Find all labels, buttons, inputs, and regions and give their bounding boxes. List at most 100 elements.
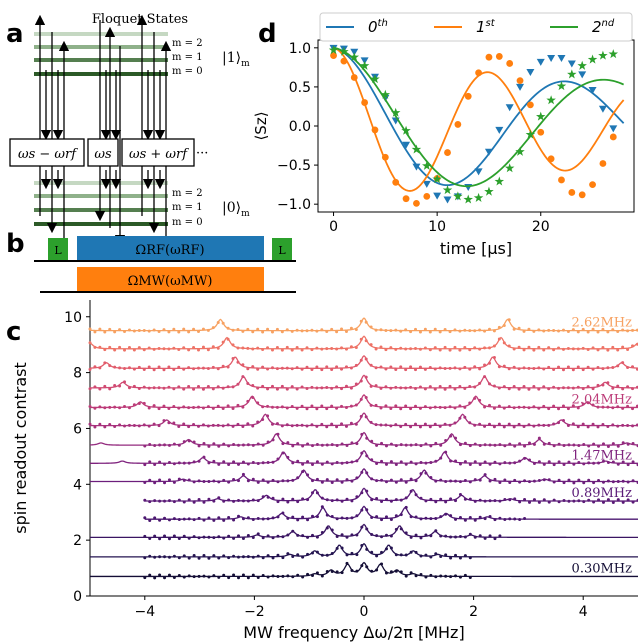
spectrum-data-point xyxy=(369,325,373,329)
spectrum-data-point xyxy=(261,536,265,540)
spectrum-data-point xyxy=(192,518,196,522)
upper-levels xyxy=(34,32,168,76)
spectrum-data-point xyxy=(231,357,235,361)
spectrum-data-point xyxy=(93,425,97,429)
spectrum-data-point xyxy=(256,516,260,520)
spectrum-data-point xyxy=(113,425,117,429)
data-point xyxy=(568,189,576,196)
spectrum-data-point xyxy=(123,348,127,352)
spectrum-data-point xyxy=(488,479,492,483)
spectrum-data-point xyxy=(586,347,590,351)
spectrum-data-point xyxy=(306,442,310,446)
spectrum-data-point xyxy=(537,366,541,370)
freq-box-plus: ωs + ωrf xyxy=(121,138,195,167)
spectrum-data-point xyxy=(586,385,590,389)
spectrum-data-point xyxy=(571,386,575,390)
spectrum-data-point xyxy=(592,481,596,485)
spectrum-data-point xyxy=(256,554,260,558)
spectrum-data-point xyxy=(216,367,220,371)
spectrum-data-point xyxy=(266,575,270,579)
spectrum-data-point xyxy=(281,511,285,515)
spectrum-data-point xyxy=(369,384,373,388)
data-point xyxy=(361,99,369,106)
spectrum-data-point xyxy=(487,361,491,365)
spectrum-data-point xyxy=(349,421,353,425)
spectrum-data-point xyxy=(251,573,255,577)
spectrum-data-point xyxy=(163,481,167,485)
spectrum-data-point xyxy=(592,461,596,465)
panel-b: b L ΩRF(ωRF) L ΩMW(ωMW) xyxy=(6,229,296,293)
spectrum-data-point xyxy=(518,442,522,446)
lower-m0-label: m = 0 xyxy=(172,217,203,228)
lower-levels xyxy=(34,181,168,226)
spectrum-data-point xyxy=(256,420,260,424)
data-point xyxy=(454,121,462,128)
spectrum-data-point xyxy=(216,423,220,427)
spectrum-data-point xyxy=(449,497,453,501)
spectrum-data-point xyxy=(566,423,570,427)
spectrum-data-point xyxy=(537,423,541,427)
spectrum-data-point xyxy=(276,480,280,484)
spectrum-data-point xyxy=(143,534,147,538)
spectrum-data-point xyxy=(374,384,378,388)
spectrum-data-point xyxy=(616,424,620,428)
spectrum-data-point xyxy=(192,480,196,484)
spectrum-data-point xyxy=(597,444,601,448)
spectrum-data-point xyxy=(458,480,462,484)
spectrum-data-point xyxy=(449,459,453,463)
spectrum-data-point xyxy=(296,518,300,522)
spectrum-data-point xyxy=(197,459,201,463)
spectrum-data-point xyxy=(557,407,561,411)
spectrum-data-point xyxy=(374,423,378,427)
spectrum-data-point xyxy=(458,535,462,539)
spectrum-data-point xyxy=(517,345,521,349)
spectrum-data-point xyxy=(271,460,275,464)
spectrum-data-point xyxy=(375,479,379,483)
spectrum-data-point xyxy=(478,367,482,371)
spectrum-data-point xyxy=(93,345,97,349)
spectrum-data-point xyxy=(153,463,157,467)
data-point xyxy=(577,60,587,70)
spectrum-data-point xyxy=(280,384,284,388)
laser-left-label: L xyxy=(54,244,62,257)
spectrum-data-point xyxy=(266,495,270,499)
spectrum-data-point xyxy=(310,533,314,537)
spectrum-data-point xyxy=(532,367,536,370)
spectrum-data-point xyxy=(468,556,472,560)
spectrum-data-point xyxy=(251,330,255,334)
spectrum-data-point xyxy=(616,329,620,333)
spectrum-data-point xyxy=(552,329,556,333)
spectrum-data-point xyxy=(547,500,551,504)
spectrum-data-point xyxy=(222,554,226,558)
spectrum-data-point xyxy=(379,328,383,332)
y-axis-label: ⟨Sz⟩ xyxy=(252,111,270,140)
spectrum-data-point xyxy=(143,444,147,448)
spectrum-data-point xyxy=(359,337,363,341)
spectrum-data-point xyxy=(290,367,294,371)
spectrum-data-point xyxy=(330,552,334,556)
data-point xyxy=(330,52,337,60)
spectrum-data-point xyxy=(443,328,447,331)
spectrum-data-point xyxy=(606,381,610,385)
spectrum-data-point xyxy=(527,423,531,427)
spectrum-data-point xyxy=(103,330,107,334)
spectrum-data-point xyxy=(419,460,423,464)
spectrum-data-point xyxy=(207,479,211,483)
spectrum-data-point xyxy=(98,422,102,426)
spectrum-data-point xyxy=(409,550,413,554)
spectrum-data-point xyxy=(167,385,171,389)
data-point xyxy=(495,53,503,60)
data-point xyxy=(381,153,389,161)
spectrum-data-point xyxy=(611,500,615,504)
y-tick-label: 10 xyxy=(64,310,82,326)
spectrum-data-point xyxy=(201,366,205,370)
spectrum-data-point xyxy=(261,573,265,577)
spectrum-data-point xyxy=(296,476,300,480)
rf-frequency-label: 0.30MHz xyxy=(572,561,633,576)
spectrum-data-point xyxy=(187,536,191,540)
spectrum-data-point xyxy=(621,387,625,391)
spectrum-data-point xyxy=(596,425,600,429)
spectrum-data-point xyxy=(256,480,260,484)
spectrum-data-point xyxy=(222,573,226,577)
spectrum-data-point xyxy=(335,347,339,351)
